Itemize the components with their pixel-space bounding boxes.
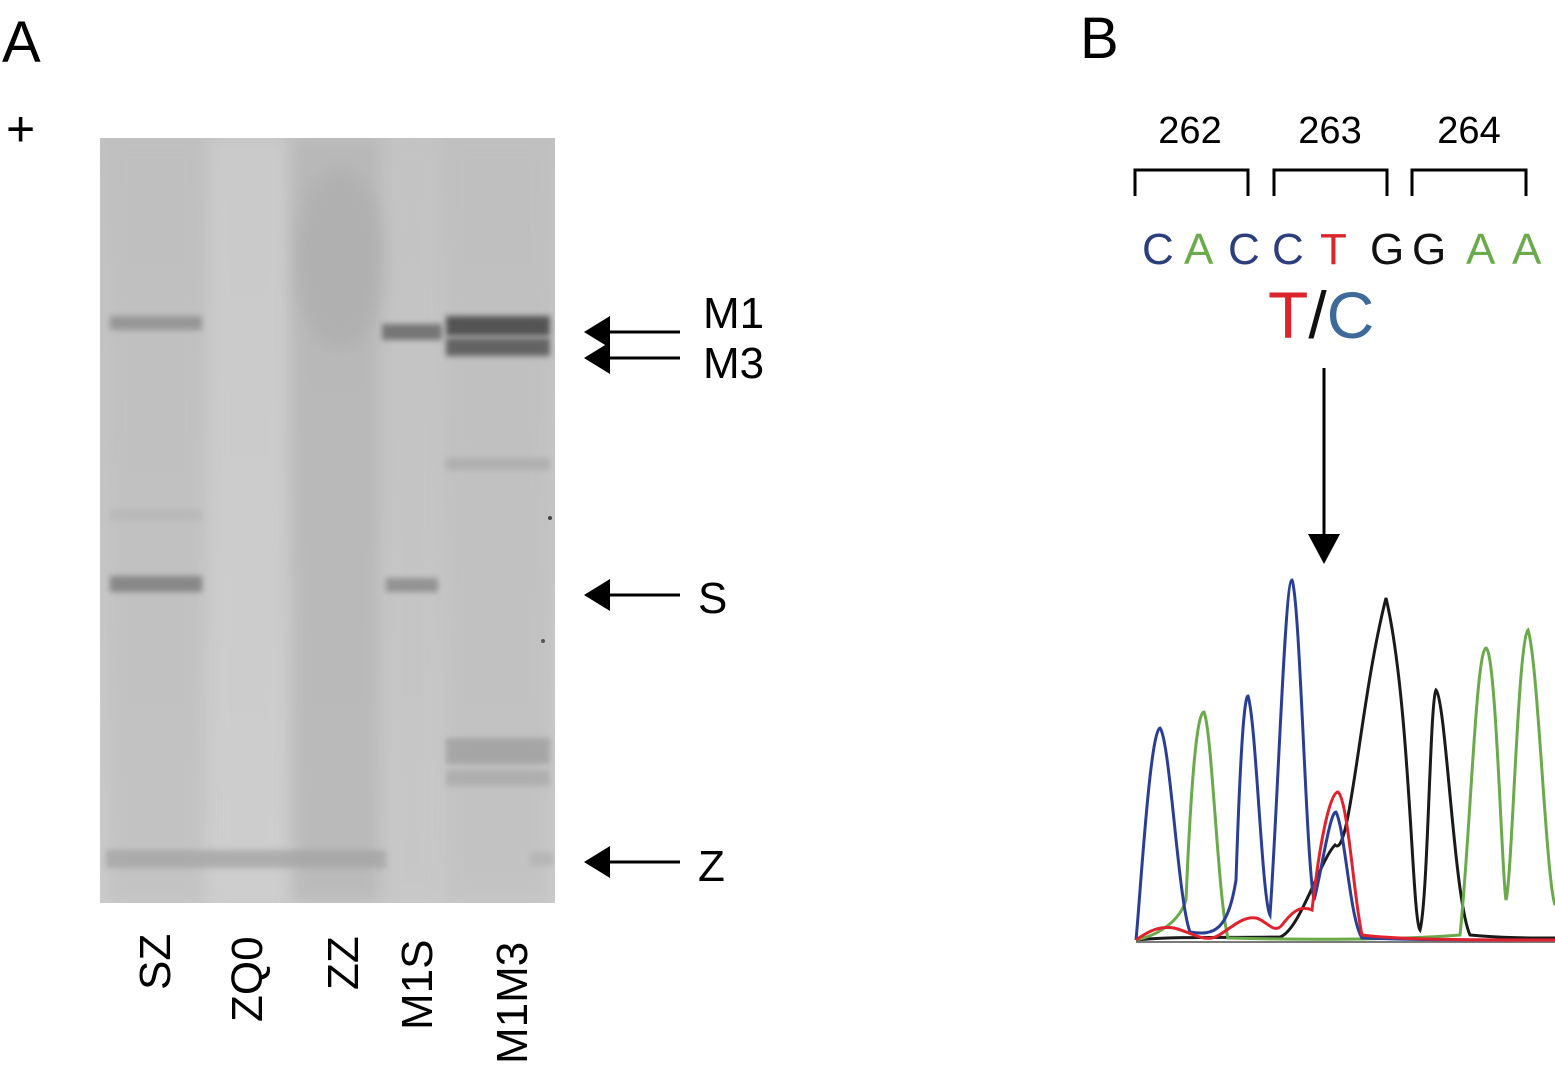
base-5: T [1320,225,1347,274]
trace-t [1135,790,1555,942]
panel-b-letter: B [1080,6,1119,71]
variant-sep: / [1308,278,1327,352]
panel-a-letter: A [2,10,41,75]
arrow-z [584,846,680,878]
band-label-s: S [698,574,728,623]
gel-bands [100,138,555,903]
arrow-m3 [584,342,680,374]
trace-g [1135,597,1555,942]
codon-264: 264 [1437,110,1501,152]
arrow-s [584,579,680,611]
base-9: A [1512,225,1542,274]
band-label-z: Z [698,842,725,891]
base-7: G [1412,225,1447,274]
base-8: A [1466,225,1496,274]
bracket-262 [1133,168,1250,196]
variant-label: T/C [1268,282,1374,348]
band-label-m1: M1 [703,289,765,338]
variant-alt: C [1326,278,1375,352]
trace-c [1134,578,1555,942]
band-label-m3: M3 [703,339,765,388]
bracket-264 [1410,168,1528,196]
base-2: A [1184,225,1214,274]
trace-a [1135,627,1555,942]
lane-label-zz: ZZ [319,936,368,990]
codon-262: 262 [1158,110,1222,152]
lane-label-sz: SZ [131,933,180,990]
base-3: C [1228,225,1260,274]
base-1: C [1142,225,1174,274]
lane-label-zq0: ZQ0 [223,936,272,1022]
base-6: G [1370,225,1405,274]
polarity-plus: + [6,101,36,157]
base-4: C [1272,225,1304,274]
lane-label-m1m3: M1M3 [488,941,537,1064]
bracket-263 [1272,168,1389,196]
lane-label-m1s: M1S [393,939,442,1030]
variant-arrow [1308,368,1340,564]
gel-image [100,138,555,903]
codon-263: 263 [1298,110,1362,152]
arrow-m1 [584,316,680,348]
variant-ref: T [1268,278,1309,352]
